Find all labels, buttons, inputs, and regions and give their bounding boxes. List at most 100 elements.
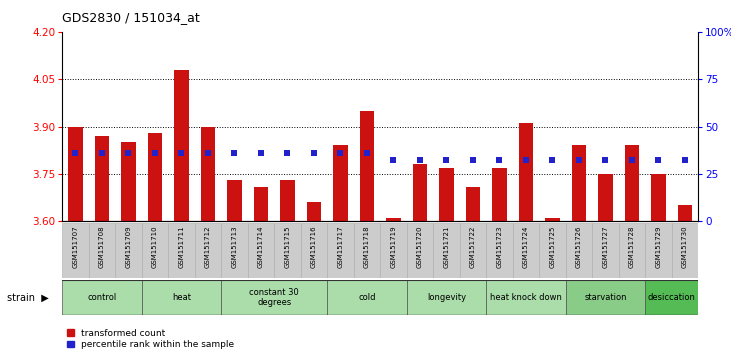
Bar bbox=[194, 223, 221, 278]
Point bbox=[414, 157, 425, 162]
Bar bbox=[651, 174, 666, 221]
Bar bbox=[486, 280, 566, 315]
Bar bbox=[354, 223, 380, 278]
Text: GSM151726: GSM151726 bbox=[576, 226, 582, 268]
Bar bbox=[62, 223, 88, 278]
Bar bbox=[412, 165, 427, 221]
Bar bbox=[645, 280, 698, 315]
Point bbox=[229, 150, 240, 156]
Text: strain  ▶: strain ▶ bbox=[7, 292, 49, 302]
Bar bbox=[678, 205, 692, 221]
Point bbox=[547, 157, 558, 162]
Legend: transformed count, percentile rank within the sample: transformed count, percentile rank withi… bbox=[67, 329, 234, 349]
Text: GSM151728: GSM151728 bbox=[629, 226, 635, 268]
Text: GSM151716: GSM151716 bbox=[311, 226, 317, 268]
Text: GSM151717: GSM151717 bbox=[338, 226, 344, 268]
Point bbox=[255, 150, 267, 156]
Point bbox=[123, 150, 135, 156]
Bar bbox=[148, 133, 162, 221]
Point bbox=[202, 150, 213, 156]
Bar bbox=[68, 127, 83, 221]
Text: cold: cold bbox=[358, 293, 376, 302]
Text: constant 30
degrees: constant 30 degrees bbox=[249, 288, 299, 307]
Bar bbox=[672, 223, 698, 278]
Bar bbox=[545, 218, 560, 221]
Point bbox=[441, 157, 452, 162]
Bar bbox=[333, 145, 348, 221]
Bar bbox=[168, 223, 194, 278]
Bar bbox=[572, 145, 586, 221]
Bar bbox=[598, 174, 613, 221]
Bar bbox=[142, 223, 168, 278]
Point bbox=[361, 150, 373, 156]
Bar bbox=[645, 223, 672, 278]
Bar bbox=[512, 223, 539, 278]
Bar bbox=[115, 223, 142, 278]
Text: starvation: starvation bbox=[584, 293, 626, 302]
Text: GDS2830 / 151034_at: GDS2830 / 151034_at bbox=[62, 11, 200, 24]
Bar bbox=[439, 167, 454, 221]
Bar bbox=[460, 223, 486, 278]
Point bbox=[626, 157, 637, 162]
Point bbox=[653, 157, 664, 162]
Text: longevity: longevity bbox=[427, 293, 466, 302]
Bar bbox=[539, 223, 566, 278]
Bar bbox=[566, 280, 645, 315]
Bar bbox=[221, 223, 248, 278]
Bar bbox=[254, 187, 268, 221]
Point bbox=[493, 157, 505, 162]
Text: heat knock down: heat knock down bbox=[490, 293, 562, 302]
Bar bbox=[327, 223, 354, 278]
Bar bbox=[174, 70, 189, 221]
Bar bbox=[200, 127, 215, 221]
Bar bbox=[94, 136, 109, 221]
Point bbox=[308, 150, 319, 156]
Text: GSM151721: GSM151721 bbox=[444, 226, 450, 268]
Point bbox=[679, 157, 691, 162]
Text: GSM151729: GSM151729 bbox=[656, 226, 662, 268]
Text: GSM151719: GSM151719 bbox=[390, 226, 396, 268]
Text: GSM151712: GSM151712 bbox=[205, 226, 211, 268]
Point bbox=[335, 150, 346, 156]
Text: GSM151730: GSM151730 bbox=[682, 226, 688, 268]
Bar bbox=[492, 167, 507, 221]
Bar bbox=[380, 223, 406, 278]
Text: GSM151722: GSM151722 bbox=[470, 226, 476, 268]
Bar bbox=[142, 280, 221, 315]
Bar bbox=[406, 280, 486, 315]
Point bbox=[149, 150, 161, 156]
Bar bbox=[486, 223, 512, 278]
Bar bbox=[62, 280, 142, 315]
Text: GSM151727: GSM151727 bbox=[602, 226, 608, 268]
Text: GSM151724: GSM151724 bbox=[523, 226, 529, 268]
Text: GSM151725: GSM151725 bbox=[550, 226, 556, 268]
Bar bbox=[221, 280, 327, 315]
Bar bbox=[518, 124, 533, 221]
Bar bbox=[88, 223, 115, 278]
Point bbox=[387, 157, 399, 162]
Point bbox=[467, 157, 479, 162]
Point bbox=[599, 157, 611, 162]
Point bbox=[520, 157, 531, 162]
Bar bbox=[121, 142, 136, 221]
Point bbox=[69, 150, 81, 156]
Text: GSM151709: GSM151709 bbox=[126, 226, 132, 268]
Point bbox=[175, 150, 187, 156]
Point bbox=[573, 157, 585, 162]
Text: control: control bbox=[87, 293, 116, 302]
Bar bbox=[386, 218, 401, 221]
Text: GSM151711: GSM151711 bbox=[178, 226, 184, 268]
Bar bbox=[406, 223, 433, 278]
Text: GSM151707: GSM151707 bbox=[72, 226, 78, 268]
Bar bbox=[280, 180, 295, 221]
Bar bbox=[618, 223, 645, 278]
Bar bbox=[327, 280, 406, 315]
Point bbox=[281, 150, 293, 156]
Text: GSM151710: GSM151710 bbox=[152, 226, 158, 268]
Point bbox=[96, 150, 107, 156]
Text: GSM151714: GSM151714 bbox=[258, 226, 264, 268]
Bar bbox=[592, 223, 618, 278]
Bar bbox=[227, 180, 242, 221]
Bar bbox=[433, 223, 460, 278]
Text: GSM151708: GSM151708 bbox=[99, 226, 105, 268]
